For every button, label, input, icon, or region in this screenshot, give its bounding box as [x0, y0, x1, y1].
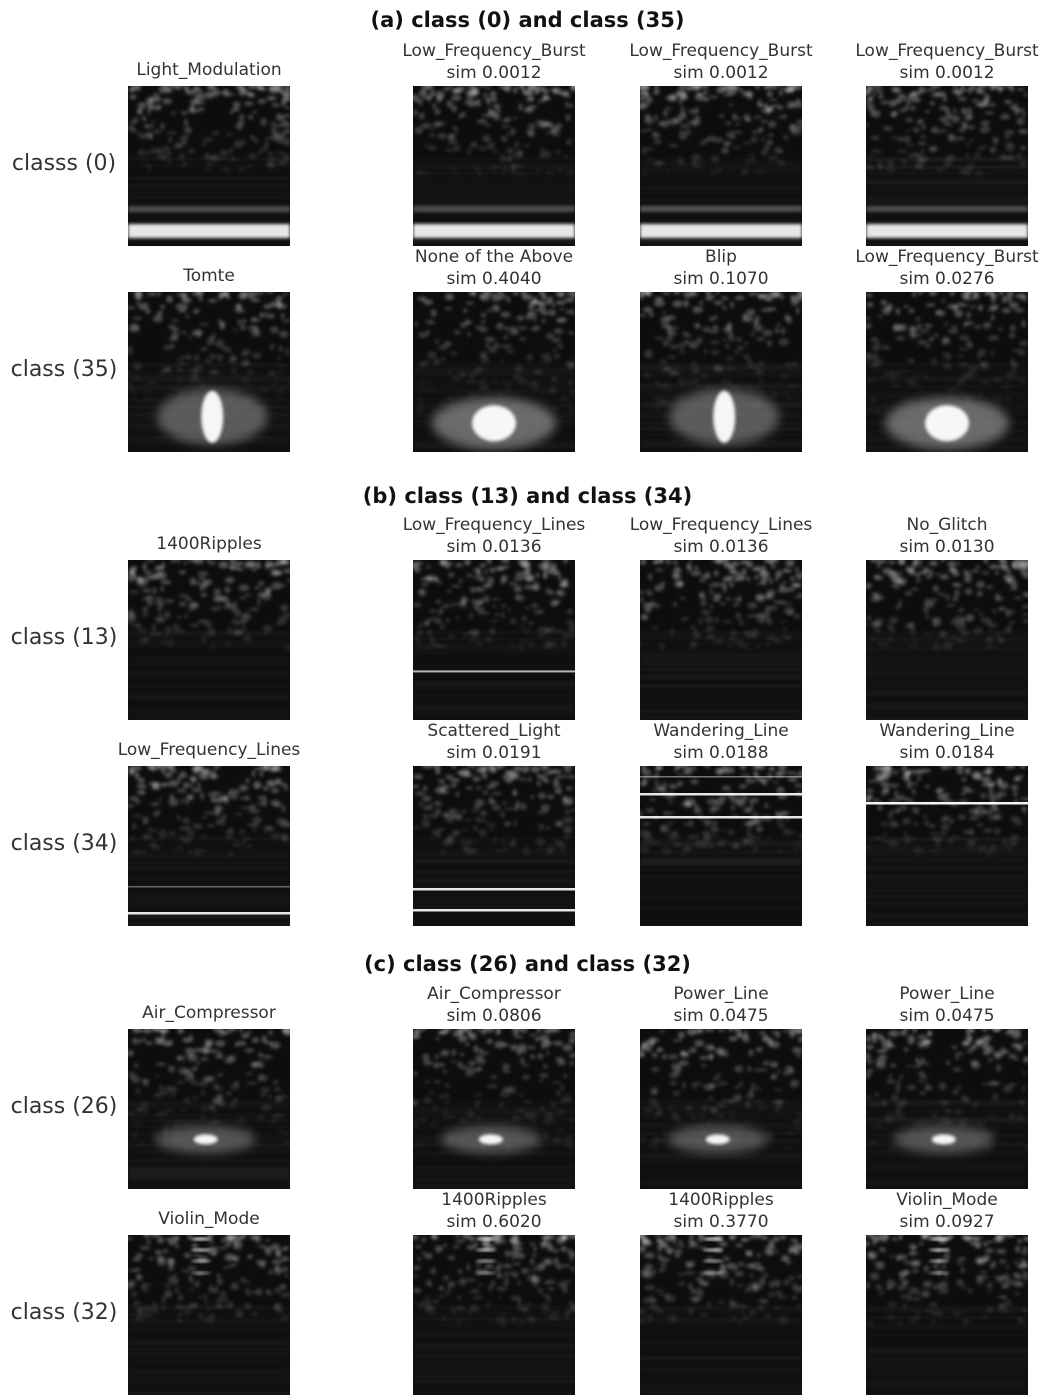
similarity-score: sim 0.0475 [832, 1005, 1055, 1027]
row-label: class (34) [0, 831, 128, 856]
match-spectrogram-image [866, 86, 1028, 246]
match-spectrogram-image [640, 1029, 802, 1189]
query-spectrogram-image [128, 86, 290, 246]
match-spectrogram-image [413, 1235, 575, 1395]
sample-name: Air_Compressor [379, 983, 609, 1005]
similarity-score: sim 0.0136 [379, 536, 609, 558]
similarity-score: sim 0.0191 [379, 742, 609, 764]
match-spectrogram-image [866, 1235, 1028, 1395]
section-title: (b) class (13) and class (34) [0, 484, 1055, 508]
similarity-score: sim 0.0184 [832, 742, 1055, 764]
query-spectrogram-image [128, 1235, 290, 1395]
match-spectrogram-image [413, 292, 575, 452]
query-spectrogram-image [128, 560, 290, 720]
similarity-score: sim 0.0927 [832, 1211, 1055, 1233]
match-spectrogram-image [640, 766, 802, 926]
sample-name: Violin_Mode [94, 1208, 324, 1230]
sample-name: Low_Frequency_Burst [832, 246, 1055, 268]
similarity-score: sim 0.0188 [606, 742, 836, 764]
similarity-score: sim 0.0806 [379, 1005, 609, 1027]
sample-name: Blip [606, 246, 836, 268]
match-spectrogram-image [866, 292, 1028, 452]
query-caption: Air_Compressor [94, 1002, 324, 1024]
similarity-score: sim 0.0130 [832, 536, 1055, 558]
sample-name: 1400Ripples [379, 1189, 609, 1211]
sample-name: Power_Line [832, 983, 1055, 1005]
similarity-score: sim 0.6020 [379, 1211, 609, 1233]
match-spectrogram-image [866, 766, 1028, 926]
similarity-score: sim 0.0012 [832, 62, 1055, 84]
query-caption: 1400Ripples [94, 533, 324, 555]
sample-name: Violin_Mode [832, 1189, 1055, 1211]
row-label: classs (0) [0, 151, 128, 176]
similarity-score: sim 0.0276 [832, 268, 1055, 290]
sample-name: Scattered_Light [379, 720, 609, 742]
sample-name: Air_Compressor [94, 1002, 324, 1024]
similarity-score: sim 0.0475 [606, 1005, 836, 1027]
match-spectrogram-image [413, 1029, 575, 1189]
sample-name: Low_Frequency_Burst [379, 40, 609, 62]
match-spectrogram-image [413, 86, 575, 246]
row-label: class (13) [0, 625, 128, 650]
query-caption: Tomte [94, 265, 324, 287]
sample-name: Tomte [94, 265, 324, 287]
similarity-score: sim 0.1070 [606, 268, 836, 290]
similarity-score: sim 0.3770 [606, 1211, 836, 1233]
query-spectrogram-image [128, 1029, 290, 1189]
row-label: class (35) [0, 357, 128, 382]
match-spectrogram-image [413, 766, 575, 926]
sample-name: Low_Frequency_Lines [606, 514, 836, 536]
match-spectrogram-image [640, 86, 802, 246]
match-spectrogram-image [866, 560, 1028, 720]
sample-name: 1400Ripples [94, 533, 324, 555]
match-spectrogram-image [640, 560, 802, 720]
sample-name: Wandering_Line [606, 720, 836, 742]
match-spectrogram-image [866, 1029, 1028, 1189]
sample-name: Light_Modulation [94, 59, 324, 81]
similarity-score: sim 0.4040 [379, 268, 609, 290]
section-title: (c) class (26) and class (32) [0, 952, 1055, 976]
similarity-score: sim 0.0012 [379, 62, 609, 84]
sample-name: Low_Frequency_Lines [94, 739, 324, 761]
query-spectrogram-image [128, 292, 290, 452]
section-title: (a) class (0) and class (35) [0, 8, 1055, 32]
sample-name: Power_Line [606, 983, 836, 1005]
row-label: class (32) [0, 1300, 128, 1325]
query-caption: Low_Frequency_Lines [94, 739, 324, 761]
query-caption: Violin_Mode [94, 1208, 324, 1230]
sample-name: No_Glitch [832, 514, 1055, 536]
match-spectrogram-image [413, 560, 575, 720]
sample-name: Low_Frequency_Burst [606, 40, 836, 62]
similarity-score: sim 0.0012 [606, 62, 836, 84]
sample-name: Wandering_Line [832, 720, 1055, 742]
sample-name: Low_Frequency_Burst [832, 40, 1055, 62]
sample-name: Low_Frequency_Lines [379, 514, 609, 536]
query-caption: Light_Modulation [94, 59, 324, 81]
match-spectrogram-image [640, 292, 802, 452]
row-label: class (26) [0, 1094, 128, 1119]
query-spectrogram-image [128, 766, 290, 926]
sample-name: None of the Above [379, 246, 609, 268]
similarity-score: sim 0.0136 [606, 536, 836, 558]
match-spectrogram-image [640, 1235, 802, 1395]
sample-name: 1400Ripples [606, 1189, 836, 1211]
